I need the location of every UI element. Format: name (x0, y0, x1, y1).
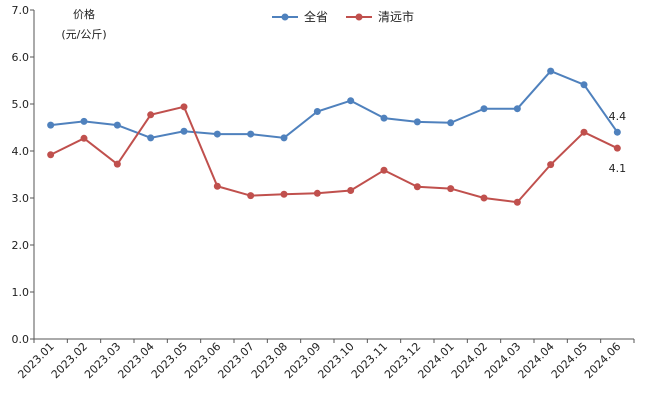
y-axis-label-line2: (元/公斤) (61, 28, 106, 41)
series-group: 4.4 4.1 (47, 67, 627, 206)
legend-label-0: 全省 (304, 9, 328, 24)
legend: 全省 清远市 (272, 9, 414, 24)
y-tick-label: 7.0 (12, 4, 30, 17)
data-point (313, 189, 321, 197)
data-point (613, 144, 621, 152)
data-point (513, 198, 521, 206)
series-line-1 (50, 105, 618, 204)
y-tick-label: 4.0 (12, 145, 30, 158)
y-tick-label: 3.0 (12, 192, 30, 205)
data-point (513, 105, 521, 113)
data-point (147, 111, 155, 119)
end-value-label: 4.1 (609, 162, 627, 175)
data-point (180, 127, 188, 135)
data-point (413, 118, 421, 126)
y-tick-label: 2.0 (12, 239, 30, 252)
data-point (113, 121, 121, 129)
y-tick-label: 0.0 (12, 333, 30, 346)
data-point (347, 186, 355, 194)
y-tick-label: 6.0 (12, 51, 30, 64)
end-value-label: 4.4 (609, 110, 627, 123)
data-point (113, 160, 121, 168)
data-point (547, 67, 555, 75)
legend-marker-0 (281, 13, 289, 21)
data-point (313, 108, 321, 116)
data-point (447, 185, 455, 193)
data-point (147, 134, 155, 142)
data-point (280, 134, 288, 142)
data-point (47, 121, 55, 129)
data-point (380, 114, 388, 122)
data-point (480, 194, 488, 202)
data-point (580, 81, 588, 89)
series-line-0 (50, 69, 619, 139)
data-point (247, 130, 255, 138)
legend-label-1: 清远市 (378, 9, 414, 24)
data-point (213, 130, 221, 138)
y-tick-label: 1.0 (12, 286, 30, 299)
data-point (280, 190, 288, 198)
data-point (447, 119, 455, 127)
data-point (480, 105, 488, 113)
data-point (47, 151, 55, 159)
x-tick-label: 2024.06 (582, 340, 623, 381)
data-point (613, 128, 621, 136)
data-point (580, 128, 588, 136)
data-point (247, 192, 255, 200)
data-point (180, 103, 188, 111)
legend-marker-1 (355, 13, 363, 21)
data-point (547, 161, 555, 169)
data-point (347, 97, 355, 105)
data-point (413, 183, 421, 191)
data-point (80, 117, 88, 125)
data-point (80, 134, 88, 142)
y-axis-label-line1: 价格 (73, 7, 95, 21)
data-point (380, 166, 388, 174)
y-tick-label: 5.0 (12, 98, 30, 111)
data-point (213, 182, 221, 190)
